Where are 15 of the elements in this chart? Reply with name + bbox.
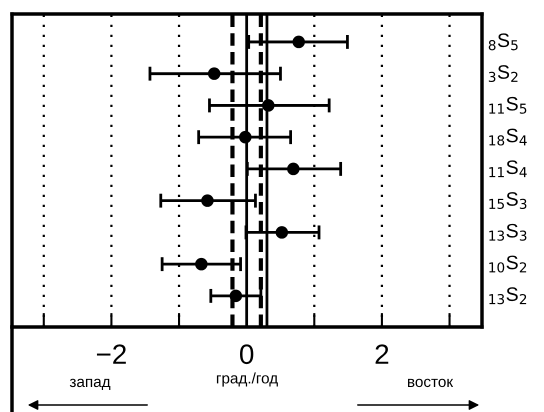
text: запад xyxy=(70,378,110,390)
y-tick-label: $_{18}$S$_{4}$ xyxy=(489,128,527,146)
y-tick-label: $_{10}$S$_{2}$ xyxy=(489,256,526,273)
y-tick-label: $_{3}$S$_{2}$ xyxy=(488,65,518,82)
y-tick-label: $_{15}$S$_{3}$ xyxy=(489,192,526,210)
x-axis-title: град./год xyxy=(216,372,278,387)
text: восток xyxy=(408,378,454,388)
y-tick-label: $_{13}$S$_{3}$ xyxy=(489,224,526,241)
y-tick-label: $_{11}$S$_{4}$ xyxy=(489,160,527,178)
x-tick-label: −2 xyxy=(96,344,126,364)
y-tick-label: $_{11}$S$_{5}$ xyxy=(489,96,526,114)
x-tick-label: 0 xyxy=(240,344,254,364)
y-tick-label: $_{8}$S$_{5}$ xyxy=(488,33,518,50)
y-tick-label: $_{13}$S$_{2}$ xyxy=(489,287,526,304)
x-tick-label: 2 xyxy=(376,344,388,364)
